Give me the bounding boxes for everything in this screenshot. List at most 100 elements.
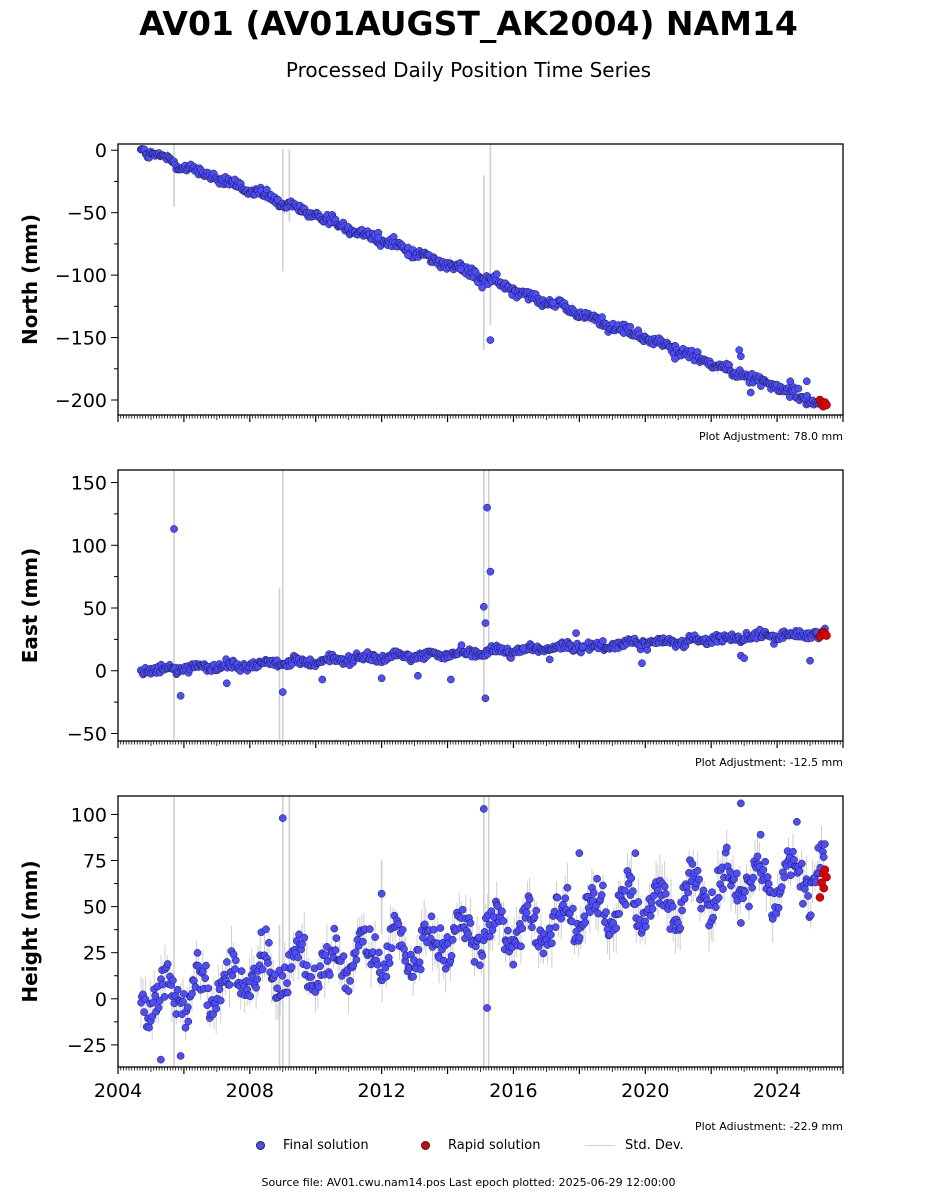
- y-tick-label: 25: [83, 943, 107, 965]
- y-tick-label: 50: [83, 897, 107, 919]
- final-point: [648, 905, 657, 913]
- final-point: [525, 895, 534, 904]
- final-point: [737, 919, 745, 927]
- final-point: [797, 859, 806, 868]
- final-point: [684, 888, 692, 897]
- y-tick-label: 75: [83, 851, 107, 873]
- y-tick-label: 0: [95, 989, 107, 1011]
- final-point: [680, 895, 689, 903]
- legend: Final solution Rapid solution Std. Dev.: [0, 1138, 937, 1156]
- final-point: [647, 898, 656, 907]
- final-point: [768, 915, 777, 923]
- final-point: [759, 866, 768, 874]
- final-point: [553, 893, 562, 902]
- final-point-outlier: [806, 656, 814, 665]
- x-tick-label: 2020: [621, 1080, 669, 1102]
- final-point: [629, 887, 637, 896]
- y-tick-label: −150: [55, 328, 107, 350]
- x-tick-label: 2016: [489, 1080, 537, 1102]
- final-point: [375, 948, 383, 957]
- final-point: [457, 641, 466, 649]
- final-point-outlier: [414, 671, 422, 680]
- final-point: [179, 997, 187, 1006]
- final-point: [316, 962, 324, 971]
- final-point-outlier: [740, 654, 748, 663]
- final-point: [503, 926, 512, 935]
- final-point: [561, 894, 570, 903]
- final-point: [302, 961, 311, 970]
- final-point: [141, 995, 150, 1004]
- final-point: [298, 940, 306, 948]
- final-point: [602, 908, 610, 916]
- x-tick-label: 2024: [753, 1080, 801, 1102]
- final-point: [800, 885, 809, 893]
- final-point: [151, 991, 160, 1000]
- final-point: [761, 857, 770, 866]
- chart-subtitle: Processed Daily Position Time Series: [285, 58, 652, 82]
- rapid-point: [815, 893, 825, 902]
- final-point: [598, 313, 606, 321]
- rapid-point: [819, 883, 829, 893]
- final-point: [745, 902, 753, 911]
- plot-adjustment-note: Plot Adjustment: -22.9 mm: [695, 1120, 843, 1130]
- final-point: [447, 952, 456, 960]
- final-point: [789, 847, 797, 856]
- final-point: [806, 911, 815, 920]
- final-point-outlier: [481, 619, 490, 627]
- final-point: [416, 965, 425, 974]
- chart-title: AV01 (AV01AUGST_AK2004) NAM14: [139, 4, 798, 43]
- final-point-outlier: [479, 805, 488, 813]
- final-point: [626, 322, 635, 331]
- final-point: [464, 930, 473, 938]
- x-tick-label: 2008: [226, 1080, 274, 1102]
- final-point-outlier: [486, 336, 495, 344]
- final-point-outlier: [156, 1055, 165, 1064]
- final-solution-points: [136, 145, 830, 410]
- final-point: [708, 888, 716, 897]
- final-point: [409, 972, 417, 981]
- x-tick-label: 2012: [357, 1080, 405, 1102]
- final-point: [212, 1004, 221, 1013]
- y-tick-label: −200: [55, 390, 107, 412]
- final-point-outlier: [278, 688, 287, 696]
- final-point: [695, 875, 703, 884]
- final-point: [478, 952, 487, 960]
- final-point: [237, 967, 246, 975]
- final-point: [786, 871, 795, 880]
- final-point: [262, 925, 270, 934]
- final-point-outlier: [176, 1052, 185, 1060]
- final-point: [821, 840, 829, 848]
- final-point: [193, 949, 202, 957]
- final-point: [581, 918, 590, 927]
- final-point: [231, 956, 240, 965]
- final-point: [551, 923, 560, 932]
- final-point: [569, 904, 577, 913]
- final-point-outlier: [756, 830, 765, 839]
- final-point: [430, 925, 438, 934]
- final-point: [693, 866, 702, 875]
- final-point: [599, 881, 607, 890]
- legend-std-label: Std. Dev.: [625, 1138, 684, 1153]
- final-point: [183, 1003, 192, 1012]
- final-point-outlier: [735, 346, 744, 354]
- final-solution-points: [137, 799, 829, 1064]
- final-point: [661, 889, 670, 898]
- final-point: [634, 898, 643, 906]
- final-point: [790, 856, 798, 864]
- y-tick-label: −50: [67, 723, 107, 745]
- final-point: [498, 907, 506, 916]
- final-point: [202, 961, 210, 970]
- final-point-outlier: [374, 233, 383, 242]
- final-point: [599, 637, 607, 645]
- final-point: [332, 934, 341, 943]
- rapid-point: [822, 400, 831, 410]
- final-point: [557, 914, 566, 923]
- final-point: [548, 939, 556, 948]
- final-point: [711, 903, 720, 912]
- final-point: [385, 959, 394, 967]
- final-point: [748, 883, 756, 892]
- final-point: [307, 973, 316, 981]
- legend-std-marker: [585, 1145, 615, 1146]
- y-tick-label: 0: [95, 140, 107, 162]
- legend-rapid-label: Rapid solution: [448, 1138, 541, 1153]
